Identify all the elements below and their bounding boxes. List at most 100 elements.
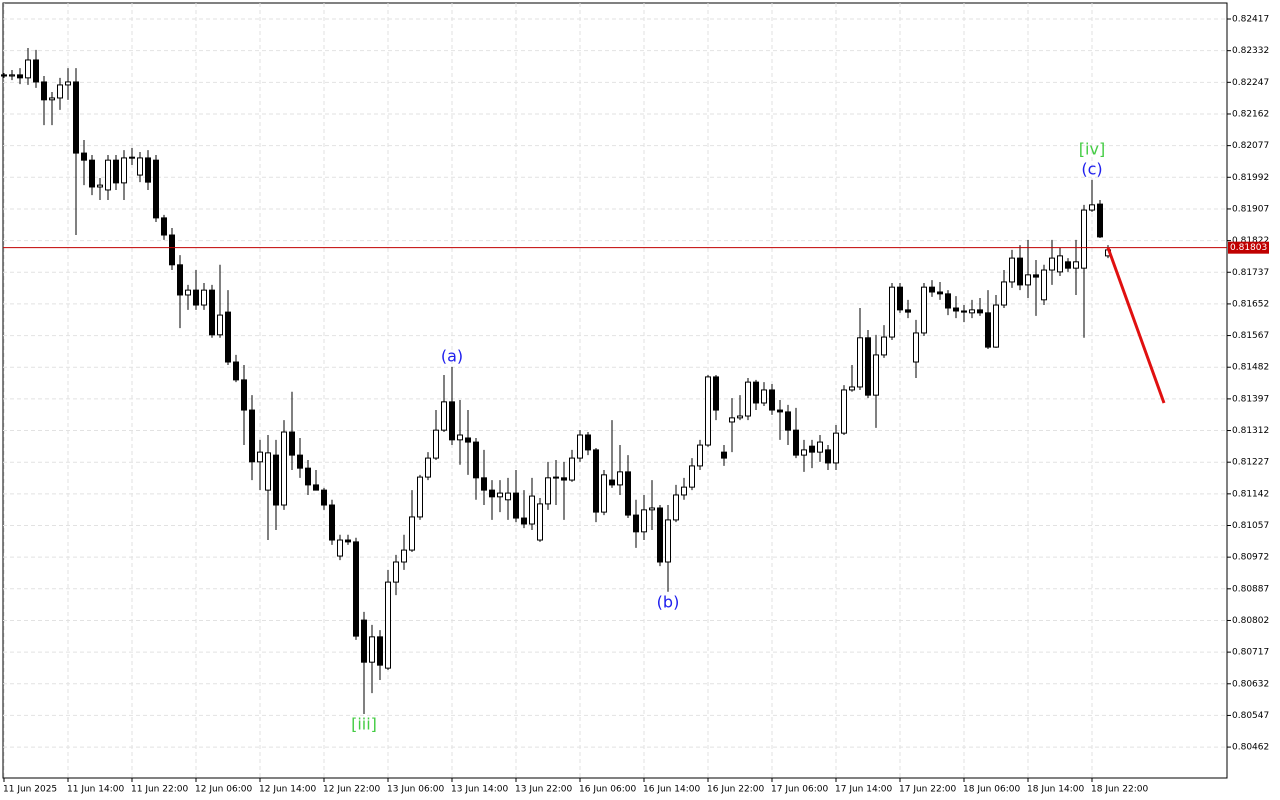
candle-body [401, 549, 407, 563]
candle-body [929, 286, 935, 293]
candle-body [593, 449, 599, 513]
x-tick-label: 16 Jun 14:00 [643, 785, 700, 795]
candle-body [913, 332, 919, 363]
candle-body [1, 74, 7, 77]
candle-body [89, 159, 95, 188]
candle-body [721, 451, 727, 459]
candle-body [233, 361, 239, 381]
candle-body [577, 434, 583, 459]
candle-body [601, 474, 607, 513]
candle-body [1065, 261, 1071, 269]
candle-body [305, 467, 311, 486]
candle-body [993, 304, 999, 348]
candle-body [377, 636, 383, 666]
candle-body [1017, 257, 1023, 286]
candle-body [713, 376, 719, 411]
candle-body [313, 484, 319, 491]
candle-body [105, 159, 111, 191]
candle-body [617, 471, 623, 486]
candle-body [73, 81, 79, 154]
candle-body [265, 452, 271, 491]
candle-body [857, 337, 863, 388]
candle-body [825, 449, 831, 464]
candle-body [1097, 203, 1103, 238]
candle-body [145, 157, 151, 183]
candle-body [641, 509, 647, 533]
x-tick-label: 11 Jun 14:00 [67, 785, 124, 795]
candle-body [897, 286, 903, 311]
candle-body [769, 389, 775, 411]
candle-body [937, 291, 943, 295]
candle-body [457, 434, 463, 441]
candle-body [737, 415, 743, 419]
candle-body [345, 539, 351, 543]
wave-label: [iii] [351, 714, 377, 733]
candle-body [473, 441, 479, 479]
candle-body [889, 286, 895, 338]
x-tick-label: 16 Jun 06:00 [579, 785, 636, 795]
candle-body [209, 289, 215, 336]
y-tick-label: 0.81397 [1232, 394, 1269, 404]
x-tick-label: 12 Jun 14:00 [259, 785, 316, 795]
candle-body [905, 309, 911, 313]
candle-body [801, 449, 807, 456]
candle-body [673, 494, 679, 521]
candle-body [609, 479, 615, 486]
y-tick-label: 0.81822 [1232, 236, 1269, 246]
candle-body [41, 81, 47, 101]
candle-body [529, 495, 535, 525]
candle-body [689, 465, 695, 488]
candle-body [753, 381, 759, 404]
candle-body [241, 379, 247, 411]
candle-body [217, 314, 223, 336]
forecast-line [1106, 247, 1166, 404]
y-tick-label: 0.80717 [1232, 648, 1269, 658]
y-tick-label: 0.81737 [1232, 268, 1269, 278]
candle-body [561, 477, 567, 481]
candle-body [841, 389, 847, 434]
candle-body [809, 445, 815, 453]
candle-body [65, 81, 71, 86]
candle-body [625, 471, 631, 516]
y-tick-label: 0.80887 [1232, 584, 1269, 594]
candle-body [953, 307, 959, 312]
candle-body [697, 444, 703, 467]
candle-body [585, 434, 591, 451]
candle-body [665, 519, 671, 563]
candle-body [705, 376, 711, 446]
candle-body [273, 454, 279, 506]
y-tick-label: 0.82162 [1232, 109, 1269, 119]
candle-body [177, 264, 183, 296]
candle-body [249, 409, 255, 463]
candle-body [1089, 204, 1095, 211]
candle-body [337, 539, 343, 557]
candle-body [545, 477, 551, 505]
candle-body [537, 503, 543, 541]
candle-body [1081, 209, 1087, 269]
candle-body [97, 184, 103, 188]
candle-body [833, 432, 839, 464]
candle-body [329, 504, 335, 541]
x-tick-label: 18 Jun 14:00 [1027, 785, 1084, 795]
x-tick-label: 12 Jun 06:00 [195, 785, 252, 795]
candle-body [153, 159, 159, 219]
x-tick-label: 16 Jun 22:00 [707, 785, 764, 795]
y-tick-label: 0.80462 [1232, 743, 1269, 753]
candle-body [169, 234, 175, 266]
y-tick-label: 0.81992 [1232, 173, 1269, 183]
candle-body [1033, 274, 1039, 278]
wave-label: (c) [1081, 159, 1102, 178]
candle-body [985, 312, 991, 348]
candle-body [657, 507, 663, 563]
wave-label: (a) [441, 346, 463, 365]
x-tick-label: 18 Jun 22:00 [1091, 785, 1148, 795]
y-tick-label: 0.81907 [1232, 204, 1269, 214]
y-tick-label: 0.81482 [1232, 363, 1269, 373]
x-tick-label: 13 Jun 14:00 [451, 785, 508, 795]
current-price-label: 0.81803 [1230, 243, 1267, 253]
y-tick-label: 0.81227 [1232, 458, 1269, 468]
y-tick-label: 0.80632 [1232, 679, 1269, 689]
candle-body [33, 59, 39, 83]
candle-body [369, 636, 375, 663]
